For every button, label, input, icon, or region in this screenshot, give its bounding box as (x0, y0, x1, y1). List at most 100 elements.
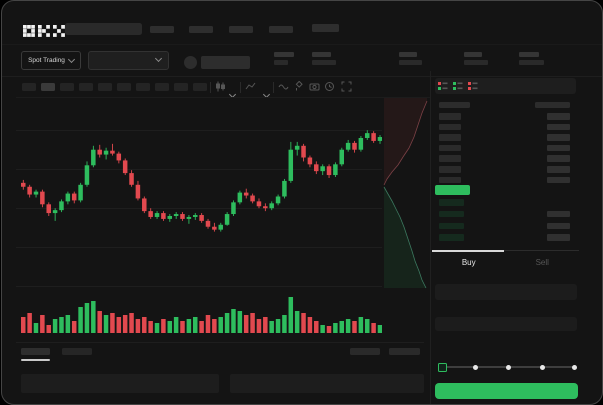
volume-bar (294, 311, 300, 333)
tab-sell[interactable]: Sell (535, 257, 549, 267)
camera-icon[interactable] (309, 81, 320, 92)
volume-bar (205, 315, 211, 333)
book-asks-view-icon[interactable] (468, 81, 478, 91)
active-tab-indicator (432, 250, 504, 252)
slider-stop-100[interactable] (571, 364, 577, 370)
orders-filter-2[interactable] (389, 348, 420, 355)
nav-item-4[interactable] (269, 26, 293, 33)
volume-bar (282, 315, 287, 333)
tab-buy[interactable]: Buy (461, 257, 476, 267)
volume-bar (21, 317, 26, 333)
volume-bar (167, 321, 173, 333)
timeframe-3[interactable] (60, 83, 74, 91)
last-price-badge[interactable] (435, 185, 470, 195)
volume-bar (301, 313, 306, 333)
volume-bar (135, 319, 141, 333)
orders-filter-1[interactable] (350, 348, 380, 355)
nav-item-3[interactable] (229, 26, 253, 33)
ticker-stat-4 (464, 52, 488, 65)
ticker-stat-1 (274, 52, 294, 65)
volume-bar (326, 326, 332, 333)
bid-row[interactable] (436, 222, 576, 230)
market-type-label: Spot Trading (28, 57, 65, 64)
price-cell (439, 166, 461, 173)
history-icon[interactable] (324, 81, 335, 92)
buy-submit-button[interactable] (435, 383, 578, 399)
ask-row[interactable] (436, 123, 576, 131)
nav-item-5[interactable] (312, 24, 339, 32)
volume-bar (161, 319, 166, 333)
indicators-icon[interactable] (245, 81, 256, 92)
timeframe-5[interactable] (98, 83, 112, 91)
candlestick-chart[interactable] (16, 98, 382, 338)
fullscreen-icon[interactable] (341, 81, 352, 92)
orders-tab-2[interactable] (62, 348, 92, 355)
search-input[interactable] (65, 23, 142, 35)
volume-bar (129, 313, 134, 333)
line-tools-icon[interactable] (278, 81, 289, 92)
ask-row[interactable] (436, 166, 576, 173)
amount-cell (547, 134, 570, 141)
volume-bar (307, 317, 313, 333)
slider-stop-50[interactable] (506, 364, 511, 370)
timeframe-2-selected[interactable] (41, 83, 55, 91)
volume-bar (371, 323, 376, 333)
amount-input[interactable] (435, 317, 577, 331)
ask-row[interactable] (436, 134, 576, 141)
orders-tab-active[interactable] (21, 348, 50, 355)
timeframe-9[interactable] (174, 83, 188, 91)
timeframe-6[interactable] (117, 83, 131, 91)
chevron-down-icon (67, 55, 75, 64)
ask-row[interactable] (436, 155, 576, 162)
market-type-dropdown[interactable]: Spot Trading (21, 51, 81, 70)
volume-bar (154, 323, 160, 333)
volume-bar (142, 317, 147, 333)
volume-bar (40, 315, 45, 333)
volume-bar (116, 317, 122, 333)
pair-selector-dropdown[interactable] (88, 51, 169, 70)
amount-cell (547, 123, 570, 131)
orders-table-left (21, 374, 219, 393)
price-cell (439, 199, 464, 206)
price-cell (439, 113, 461, 120)
timeframe-8[interactable] (155, 83, 169, 91)
volume-bar (173, 317, 179, 333)
ask-row[interactable] (436, 113, 576, 120)
volume-bar (180, 321, 185, 333)
slider-stop-25[interactable] (472, 364, 478, 370)
chart-type-candle-icon[interactable] (215, 81, 226, 92)
slider-handle[interactable] (438, 362, 447, 372)
book-bids-view-icon[interactable] (453, 81, 463, 91)
price-cell (439, 234, 464, 241)
nav-item-1[interactable] (150, 26, 174, 33)
bid-row[interactable] (436, 210, 576, 218)
volume-bar (224, 313, 230, 333)
volume-bar (27, 313, 32, 333)
bid-row[interactable] (436, 199, 576, 206)
nav-item-2[interactable] (189, 26, 213, 33)
timeframe-4[interactable] (79, 83, 93, 91)
ticker-stat-3 (399, 52, 422, 65)
orders-tab-underline (21, 359, 50, 361)
amount-cell (547, 144, 570, 152)
okx-logo[interactable] (23, 24, 65, 42)
ask-row[interactable] (436, 144, 576, 152)
volume-bar (352, 321, 357, 333)
price-cell (439, 134, 461, 141)
price-cell (439, 210, 464, 218)
volume-bar (275, 319, 281, 333)
timeframe-10[interactable] (193, 83, 207, 91)
timeframe-7[interactable] (136, 83, 150, 91)
amount-cell (547, 234, 570, 241)
volume-bar (84, 303, 90, 333)
volume-bar (320, 325, 325, 333)
timeframe-1[interactable] (22, 83, 36, 91)
price-input[interactable] (435, 284, 577, 300)
book-split-view-icon[interactable] (438, 81, 448, 91)
slider-stop-75[interactable] (539, 364, 545, 370)
ask-row[interactable] (436, 176, 576, 184)
draw-icon[interactable] (294, 81, 305, 92)
bid-row[interactable] (436, 234, 576, 241)
amount-cell (547, 155, 570, 162)
